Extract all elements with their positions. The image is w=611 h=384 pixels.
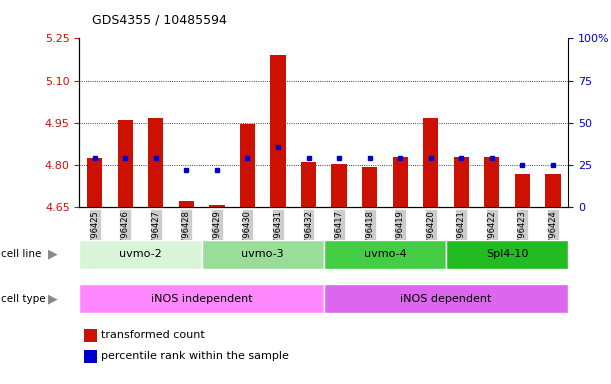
Bar xyxy=(393,157,408,207)
Bar xyxy=(84,329,97,342)
Bar xyxy=(362,167,378,207)
Bar xyxy=(546,174,561,207)
Text: cell type: cell type xyxy=(1,293,46,304)
Bar xyxy=(423,118,439,207)
Bar xyxy=(79,284,324,313)
Bar xyxy=(515,174,530,207)
Bar xyxy=(202,240,324,269)
Text: iNOS independent: iNOS independent xyxy=(151,293,252,304)
Bar xyxy=(84,350,97,362)
Text: GDS4355 / 10485594: GDS4355 / 10485594 xyxy=(92,14,227,27)
Bar xyxy=(484,157,500,207)
Bar xyxy=(209,205,225,207)
Bar xyxy=(270,55,285,207)
Text: Spl4-10: Spl4-10 xyxy=(486,249,529,260)
Text: cell line: cell line xyxy=(1,249,42,260)
Bar xyxy=(118,119,133,207)
Text: uvmo-2: uvmo-2 xyxy=(119,249,162,260)
Bar xyxy=(87,158,103,207)
Text: transformed count: transformed count xyxy=(101,331,205,341)
Text: iNOS dependent: iNOS dependent xyxy=(400,293,492,304)
Bar xyxy=(179,201,194,207)
Text: ▶: ▶ xyxy=(48,248,58,261)
Bar xyxy=(324,284,568,313)
Text: ▶: ▶ xyxy=(48,292,58,305)
Text: uvmo-3: uvmo-3 xyxy=(241,249,284,260)
Bar xyxy=(453,157,469,207)
Bar xyxy=(446,240,568,269)
Bar xyxy=(240,124,255,207)
Bar xyxy=(332,164,347,207)
Text: uvmo-4: uvmo-4 xyxy=(364,249,406,260)
Bar xyxy=(148,118,164,207)
Bar xyxy=(324,240,446,269)
Bar xyxy=(301,162,316,207)
Text: percentile rank within the sample: percentile rank within the sample xyxy=(101,351,289,361)
Bar xyxy=(79,240,202,269)
